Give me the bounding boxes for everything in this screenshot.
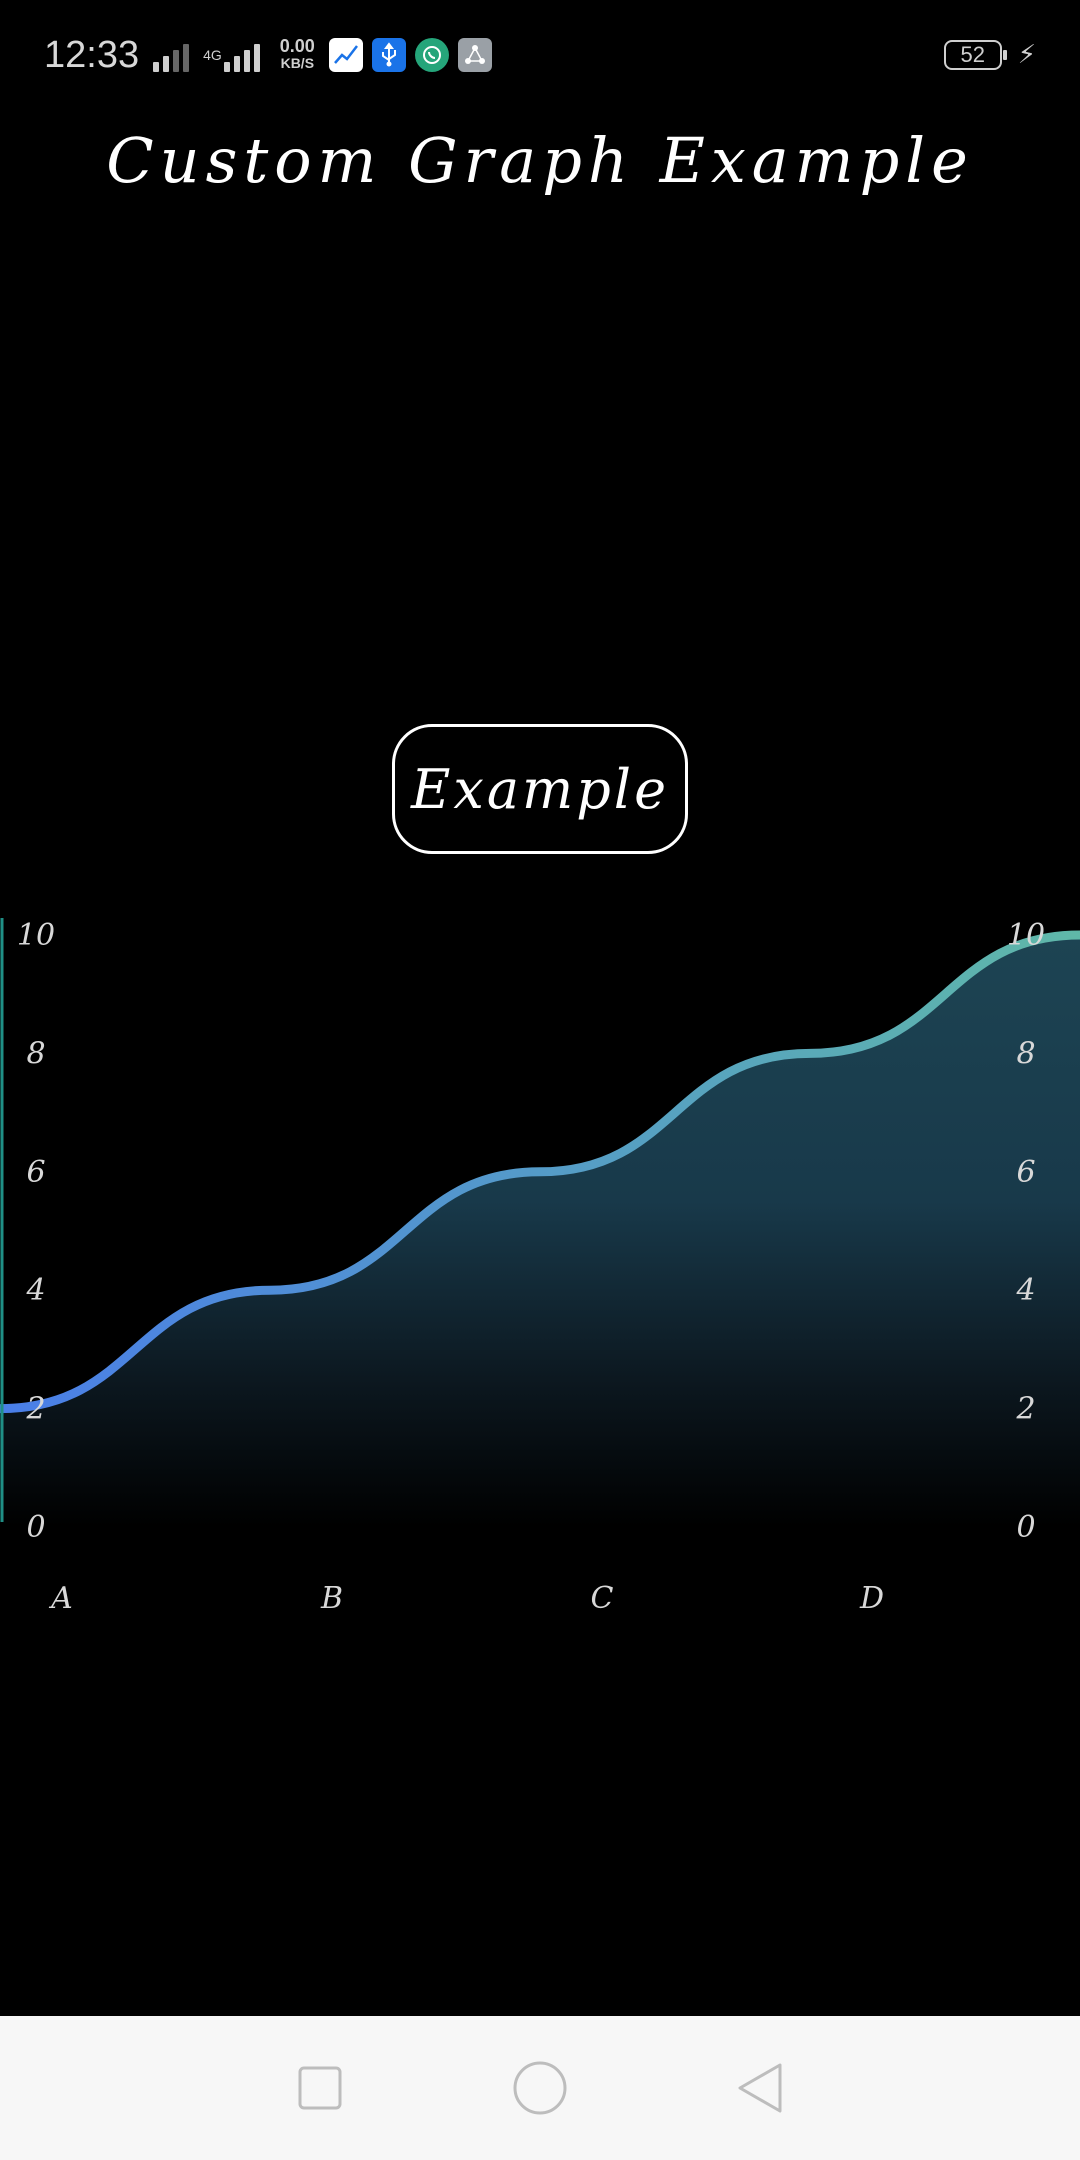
back-button[interactable] [730, 2058, 790, 2118]
charging-icon: ⚡︎ [1017, 40, 1036, 70]
y-tick-label-left: 8 [26, 1036, 45, 1071]
y-tick-label-right: 8 [1016, 1036, 1035, 1071]
network-speed: 0.00 KB/S [279, 36, 315, 72]
example-button-label: Example [410, 757, 670, 821]
signal-icon-2 [223, 38, 260, 72]
area-chart: 0 0 2 2 4 4 6 6 8 8 10 10 A B C D [0, 918, 1080, 1616]
chart-app-icon [328, 38, 363, 72]
network-speed-unit: KB/S [280, 55, 315, 71]
x-tick-label: A [48, 1581, 73, 1616]
y-tick-label-left: 10 [17, 918, 55, 953]
usb-icon [371, 38, 406, 72]
signal-icon [153, 38, 190, 72]
chart-series-line [0, 930, 1080, 1414]
network-type: 4G [203, 47, 222, 63]
whatsapp-icon [414, 38, 449, 72]
navigation-bar [0, 2016, 1080, 2160]
battery-icon: 52 [943, 40, 1007, 70]
x-tick-label: D [859, 1581, 884, 1616]
x-tick-label: C [591, 1581, 614, 1616]
status-bar: 12:33 4G 0.00 KB/S 52 ⚡︎ [0, 0, 1080, 110]
square-icon [298, 2066, 342, 2110]
recents-button[interactable] [290, 2058, 350, 2118]
y-tick-label-right: 6 [1016, 1155, 1035, 1190]
y-tick-label-right: 10 [1007, 918, 1045, 953]
home-button[interactable] [510, 2058, 570, 2118]
page-title: Custom Graph Example [106, 124, 974, 197]
y-tick-label-left: 6 [26, 1155, 45, 1190]
status-right: 52 ⚡︎ [943, 40, 1036, 70]
x-tick-label: B [320, 1581, 343, 1616]
status-time: 12:33 [44, 33, 140, 76]
y-tick-label-right: 0 [1016, 1510, 1035, 1545]
y-tick-label-left: 2 [25, 1392, 45, 1427]
y-tick-label-left: 0 [26, 1510, 45, 1545]
y-tick-label-left: 4 [25, 1273, 45, 1308]
network-speed-value: 0.00 [279, 36, 315, 56]
y-tick-label-right: 2 [1015, 1392, 1035, 1427]
circle-icon [513, 2061, 567, 2115]
y-tick-label-right: 4 [1015, 1273, 1035, 1308]
triangle-back-icon [738, 2063, 782, 2113]
chart-area-fill [0, 935, 1080, 1527]
example-button[interactable]: Example [392, 724, 688, 854]
share-icon [457, 38, 492, 72]
battery-level: 52 [960, 42, 985, 67]
